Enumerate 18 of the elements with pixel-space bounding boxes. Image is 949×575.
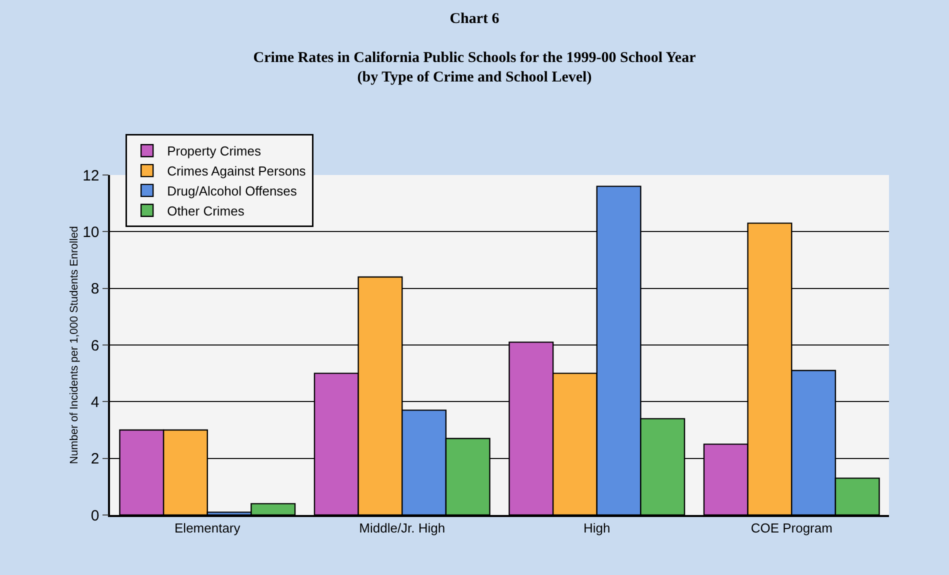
legend-label: Other Crimes xyxy=(167,203,245,218)
x-tick-label: Elementary xyxy=(174,520,241,536)
x-tick-label: Middle/Jr. High xyxy=(359,520,446,536)
chart-title: Chart 6 xyxy=(450,11,500,27)
legend-label: Crimes Against Persons xyxy=(167,164,306,179)
y-tick-label: 2 xyxy=(90,450,100,468)
y-tick-label: 8 xyxy=(90,280,100,298)
x-tick-label: High xyxy=(584,520,610,536)
y-axis-title: Number of Incidents per 1,000 Students Enrolled xyxy=(68,226,80,464)
y-tick-label: 6 xyxy=(90,337,100,354)
y-tick-label: 0 xyxy=(90,507,100,524)
legend-label: Property Crimes xyxy=(167,144,262,159)
chart-subtitle: Crime Rates in California Public Schools for the 1999-00 School Year (by Type of Crime and School Level) xyxy=(253,50,696,86)
x-tick-label: COE Program xyxy=(750,520,832,536)
y-tick-label: 4 xyxy=(90,394,100,411)
y-tick-label: 12 xyxy=(82,167,100,184)
y-tick-label: 10 xyxy=(82,224,100,241)
legend-label: Drug/Alcohol Offenses xyxy=(167,184,298,199)
